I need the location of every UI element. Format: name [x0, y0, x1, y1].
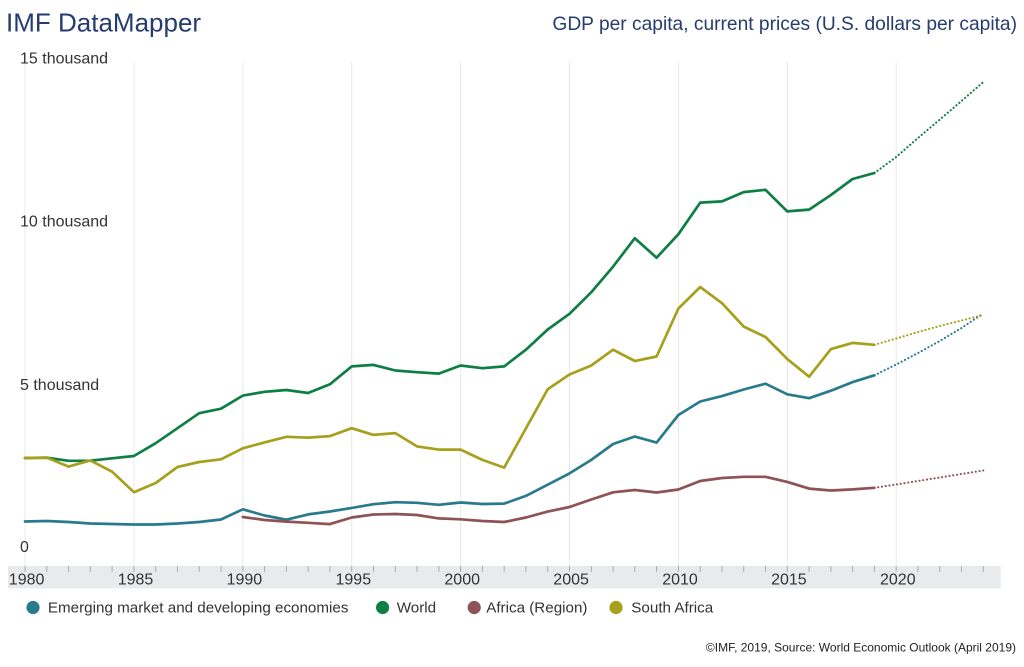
svg-text:10 thousand: 10 thousand — [20, 214, 108, 231]
svg-text:1995: 1995 — [336, 572, 372, 589]
svg-text:1980: 1980 — [9, 572, 45, 589]
svg-text:2020: 2020 — [880, 572, 916, 589]
svg-text:2000: 2000 — [444, 572, 480, 589]
svg-text:©IMF, 2019, Source: World Econ: ©IMF, 2019, Source: World Economic Outlo… — [706, 640, 1016, 654]
svg-text:2005: 2005 — [553, 572, 589, 589]
svg-text:IMF DataMapper: IMF DataMapper — [6, 8, 201, 38]
svg-text:World: World — [397, 600, 436, 617]
svg-text:1985: 1985 — [118, 572, 154, 589]
svg-text:1990: 1990 — [227, 572, 263, 589]
svg-text:GDP per capita, current prices: GDP per capita, current prices (U.S. dol… — [552, 14, 1017, 35]
svg-text:2015: 2015 — [771, 572, 807, 589]
svg-text:Africa (Region): Africa (Region) — [486, 600, 587, 617]
svg-text:2010: 2010 — [662, 572, 698, 589]
svg-text:0: 0 — [20, 539, 29, 556]
svg-text:Emerging market and developing: Emerging market and developing economies — [48, 600, 349, 617]
svg-text:15 thousand: 15 thousand — [20, 51, 108, 68]
svg-text:South Africa: South Africa — [631, 600, 713, 617]
svg-text:5 thousand: 5 thousand — [20, 377, 99, 394]
